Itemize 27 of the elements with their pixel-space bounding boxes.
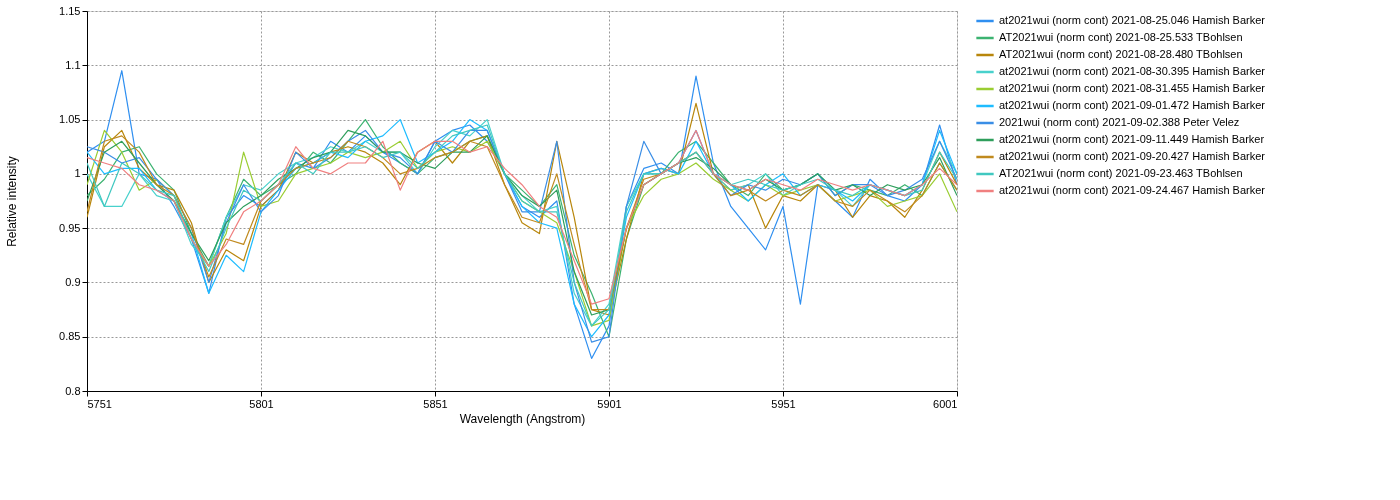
- x-tick-label: 5751: [87, 397, 112, 410]
- x-tick-label: 6001: [933, 397, 958, 410]
- legend-label: at2021wui (norm cont) 2021-08-25.046 Hamish Barker: [999, 14, 1266, 26]
- y-tick-label: 0.85: [59, 330, 81, 343]
- y-tick-label: 1.15: [59, 4, 81, 17]
- y-tick-label: 0.9: [65, 275, 81, 288]
- y-tick-label: 1.05: [59, 113, 81, 126]
- legend-label: at2021wui (norm cont) 2021-09-11.449 Hamish Barker: [999, 133, 1265, 145]
- legend-label: 2021wui (norm cont) 2021-09-02.388 Peter Velez: [999, 116, 1240, 128]
- x-tick-label: 5951: [771, 397, 796, 410]
- y-tick-label: 0.95: [59, 221, 81, 234]
- legend-label: AT2021wui (norm cont) 2021-08-25.533 TBohlsen: [999, 31, 1243, 43]
- legend-label: at2021wui (norm cont) 2021-08-30.395 Hamish Barker: [999, 65, 1266, 77]
- x-tick-label: 5801: [249, 397, 274, 410]
- y-tick-label: 1: [74, 167, 81, 180]
- x-axis-title: Wavelength (Angstrom): [459, 411, 586, 426]
- x-tick-label: 5901: [597, 397, 622, 410]
- legend-label: at2021wui (norm cont) 2021-09-01.472 Hamish Barker: [999, 99, 1266, 111]
- legend-label: at2021wui (norm cont) 2021-08-31.455 Hamish Barker: [999, 82, 1266, 94]
- y-tick-label: 0.8: [65, 384, 81, 397]
- legend-label: AT2021wui (norm cont) 2021-08-28.480 TBohlsen: [999, 48, 1243, 60]
- legend-label: at2021wui (norm cont) 2021-09-24.467 Hamish Barker: [999, 184, 1266, 196]
- y-tick-label: 1.1: [65, 58, 81, 71]
- legend-label: at2021wui (norm cont) 2021-09-20.427 Hamish Barker: [999, 150, 1266, 162]
- legend-label: AT2021wui (norm cont) 2021-09-23.463 TBohlsen: [999, 167, 1243, 179]
- x-tick-label: 5851: [423, 397, 448, 410]
- y-axis-title: Relative intensity: [5, 156, 20, 247]
